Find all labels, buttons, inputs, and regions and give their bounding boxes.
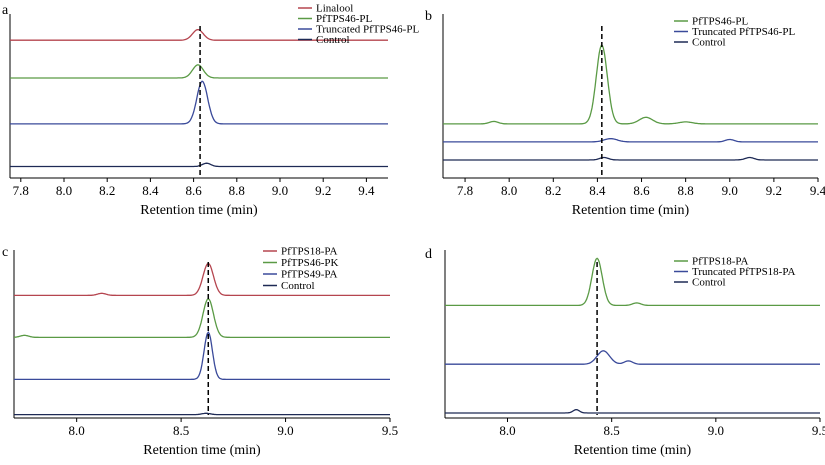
trace-pftps18-pa [14,262,390,297]
x-tick-label: 9.0 [272,183,288,198]
legend-label: Control [281,280,315,292]
trace-truncated-pftps46-pl [443,137,818,143]
legend-label: Control [692,277,726,289]
legend-label: PfTPS18-PA [281,246,338,258]
panel-a: a 7.8 8.0 8.2 8.4 8.6 8.8 9.0 9.2 9.4 Retention ti… [2,3,419,219]
trace-control [443,156,818,161]
x-tick-label: 8.5 [604,423,620,438]
legend-label: Truncated PfTPS18-PA [692,266,795,278]
panel-label: a [2,3,9,18]
trace-pftps18-pa [445,257,820,307]
x-tick-label: 8.6 [185,183,202,198]
x-tick-label: 7.8 [457,183,473,198]
x-tick-label: 8.4 [142,183,159,198]
x-axis-label: Retention time (min) [574,443,692,458]
x-tick-label: 8.0 [56,183,72,198]
x-tick-label: 8.0 [501,183,517,198]
x-tick-label: 8.4 [589,183,606,198]
x-tick-label: 9.4 [358,183,375,198]
legend-label: PfTPS46-PK [281,257,339,269]
legend-label: Truncated PfTPS46-PL [316,24,419,36]
panel-d: d 8.0 8.5 9.0 9.5 Retention time (min) PfTPS18… [425,247,825,458]
x-axis-label: Retention time (min) [140,203,258,218]
x-tick-label: 8.6 [633,183,650,198]
x-tick-label: 8.8 [678,183,694,198]
x-tick-label: 9.5 [812,423,825,438]
x-tick-label: 9.4 [810,183,825,198]
x-tick-label: 8.8 [229,183,245,198]
trace-control [14,412,390,416]
legend-label: Linalool [316,3,353,15]
panel-label: b [425,9,432,24]
x-tick-label: 9.2 [766,183,782,198]
legend-label: Control [692,37,726,49]
panel-b: b 7.8 8.0 8.2 8.4 8.6 8.8 9.0 9.2 9.4 Retention ti… [425,9,825,218]
x-tick-label: 8.2 [99,183,115,198]
trace-truncated-pftps46-pl [10,80,388,125]
x-tick-label: 8.5 [173,423,189,438]
legend-label: PfTPS18-PA [692,256,749,268]
legend-label: PfTPS49-PA [281,269,338,281]
x-tick-label: 9.2 [315,183,331,198]
x-tick-label: 8.0 [499,423,515,438]
trace-pftps46-pl [443,44,818,125]
legend-label: PfTPS46-PL [316,13,373,25]
trace-pftps46-pk [13,297,390,339]
panel-label: d [425,247,432,262]
trace-truncated-pftps18-pa [445,350,820,365]
legend-label: PfTPS46-PL [692,16,749,28]
legend-label: Control [316,34,350,46]
trace-control [445,408,820,414]
trace-pftps49-pa [14,331,390,381]
panel-c: c 8.0 8.5 9.0 9.5 Retention time (min) PfTPS18… [2,245,398,458]
x-axis-label: Retention time (min) [572,203,690,218]
x-tick-label: 8.2 [545,183,561,198]
x-tick-label: 7.8 [13,183,29,198]
x-tick-label: 9.0 [277,423,293,438]
x-tick-label: 9.0 [722,183,738,198]
panel-label: c [2,245,8,260]
x-axis-label: Retention time (min) [143,443,261,458]
trace-linalool [10,28,388,41]
legend-label: Truncated PfTPS46-PL [692,26,795,38]
x-tick-label: 8.0 [69,423,85,438]
trace-control [10,162,388,168]
trace-pftps46-pl [10,64,388,79]
x-tick-label: 9.0 [708,423,724,438]
x-tick-label: 9.5 [382,423,398,438]
